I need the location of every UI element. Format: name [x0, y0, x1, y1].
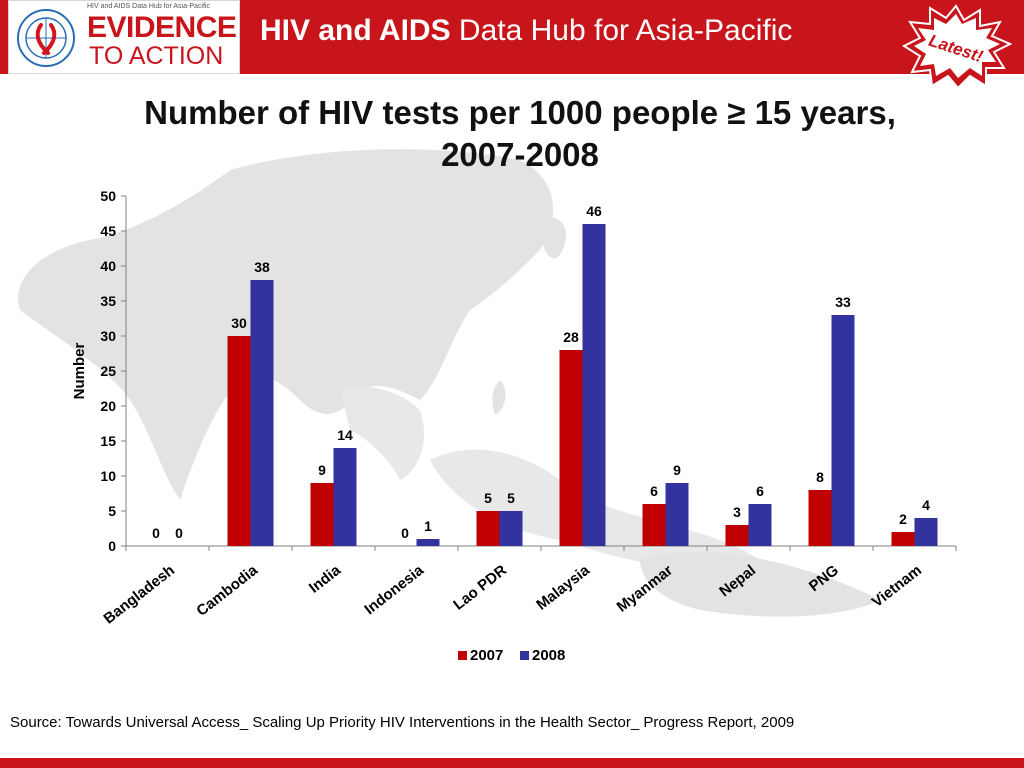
data-label: 4: [922, 497, 930, 513]
bar-2007-vietnam: [891, 532, 915, 546]
data-label: 5: [484, 490, 492, 506]
data-label: 6: [650, 483, 658, 499]
bar-2008-malaysia: [582, 224, 606, 546]
data-label: 14: [337, 427, 353, 443]
bar-2008-nepal: [748, 504, 772, 546]
bar-2007-png: [808, 490, 832, 546]
y-tick-label: 0: [108, 538, 116, 554]
data-label: 5: [507, 490, 515, 506]
legend-swatch-2008: [520, 651, 529, 660]
data-label: 9: [673, 462, 681, 478]
bar-2007-myanmar: [642, 504, 666, 546]
bar-2008-myanmar: [665, 483, 689, 546]
data-label: 33: [835, 294, 851, 310]
bar-2008-vietnam: [914, 518, 938, 546]
footer-bar: [0, 758, 1024, 768]
logo: HIV and AIDS Data Hub for Asia-Pacific E…: [8, 0, 240, 74]
x-tick-label: Vietnam: [869, 562, 925, 611]
data-label: 3: [733, 504, 741, 520]
y-tick-label: 25: [100, 363, 116, 379]
data-label: 30: [231, 315, 247, 331]
y-tick-label: 45: [100, 223, 116, 239]
x-tick-label: Nepal: [716, 562, 759, 601]
x-tick-label: Cambodia: [193, 561, 261, 619]
bar-2008-lao-pdr: [499, 511, 523, 546]
data-label: 8: [816, 469, 824, 485]
bar-2007-malaysia: [559, 350, 583, 546]
source-note: Source: Towards Universal Access_ Scalin…: [10, 714, 795, 731]
x-tick-label: Bangladesh: [100, 562, 177, 628]
legend-label-2007: 2007: [470, 647, 503, 664]
y-tick-label: 30: [100, 328, 116, 344]
y-tick-label: 50: [100, 188, 116, 204]
y-tick-label: 20: [100, 398, 116, 414]
data-label: 28: [563, 329, 579, 345]
y-tick-label: 40: [100, 258, 116, 274]
data-label: 46: [586, 203, 602, 219]
y-tick-label: 5: [108, 503, 116, 519]
x-tick-label: Lao PDR: [450, 562, 510, 614]
logo-line-2: TO ACTION: [89, 42, 224, 70]
y-tick-label: 35: [100, 293, 116, 309]
logo-tagline: HIV and AIDS Data Hub for Asia-Pacific: [87, 3, 210, 10]
x-tick-label: PNG: [806, 562, 842, 595]
y-axis-title: Number: [71, 343, 88, 400]
y-tick-label: 10: [100, 468, 116, 484]
bar-2007-lao-pdr: [476, 511, 500, 546]
data-label: 9: [318, 462, 326, 478]
bar-2008-png: [831, 315, 855, 546]
legend-label-2008: 2008: [532, 647, 565, 664]
un-emblem-icon: [15, 7, 77, 69]
bar-2007-india: [310, 483, 334, 546]
data-label: 38: [254, 259, 270, 275]
bar-2007-cambodia: [227, 336, 251, 546]
y-tick-label: 15: [100, 433, 116, 449]
bar-2008-indonesia: [416, 539, 440, 546]
x-tick-label: Myanmar: [614, 562, 676, 616]
latest-badge[interactable]: Latest!: [900, 4, 1012, 88]
x-tick-label: India: [306, 561, 345, 596]
bar-2008-india: [333, 448, 357, 546]
data-label: 6: [756, 483, 764, 499]
site-title-bold: HIV and AIDS: [260, 14, 451, 47]
data-label: 1: [424, 518, 432, 534]
site-title-rest: Data Hub for Asia-Pacific: [450, 14, 793, 47]
chart-title: Number of HIV tests per 1000 people ≥ 15…: [144, 94, 896, 173]
logo-line-1: EVIDENCE: [87, 11, 237, 44]
x-tick-label: Malaysia: [533, 561, 593, 613]
data-label: 0: [152, 525, 160, 541]
bar-2007-nepal: [725, 525, 749, 546]
header-bar: HIV and AIDS Data Hub for Asia-Pacific E…: [0, 0, 1024, 88]
data-label: 0: [175, 525, 183, 541]
x-tick-label: Indonesia: [361, 561, 427, 618]
site-title: HIV and AIDS Data Hub for Asia-Pacific: [260, 14, 792, 48]
data-label: 0: [401, 525, 409, 541]
bar-2008-cambodia: [250, 280, 274, 546]
data-label: 2: [899, 511, 907, 527]
legend-swatch-2007: [458, 651, 467, 660]
